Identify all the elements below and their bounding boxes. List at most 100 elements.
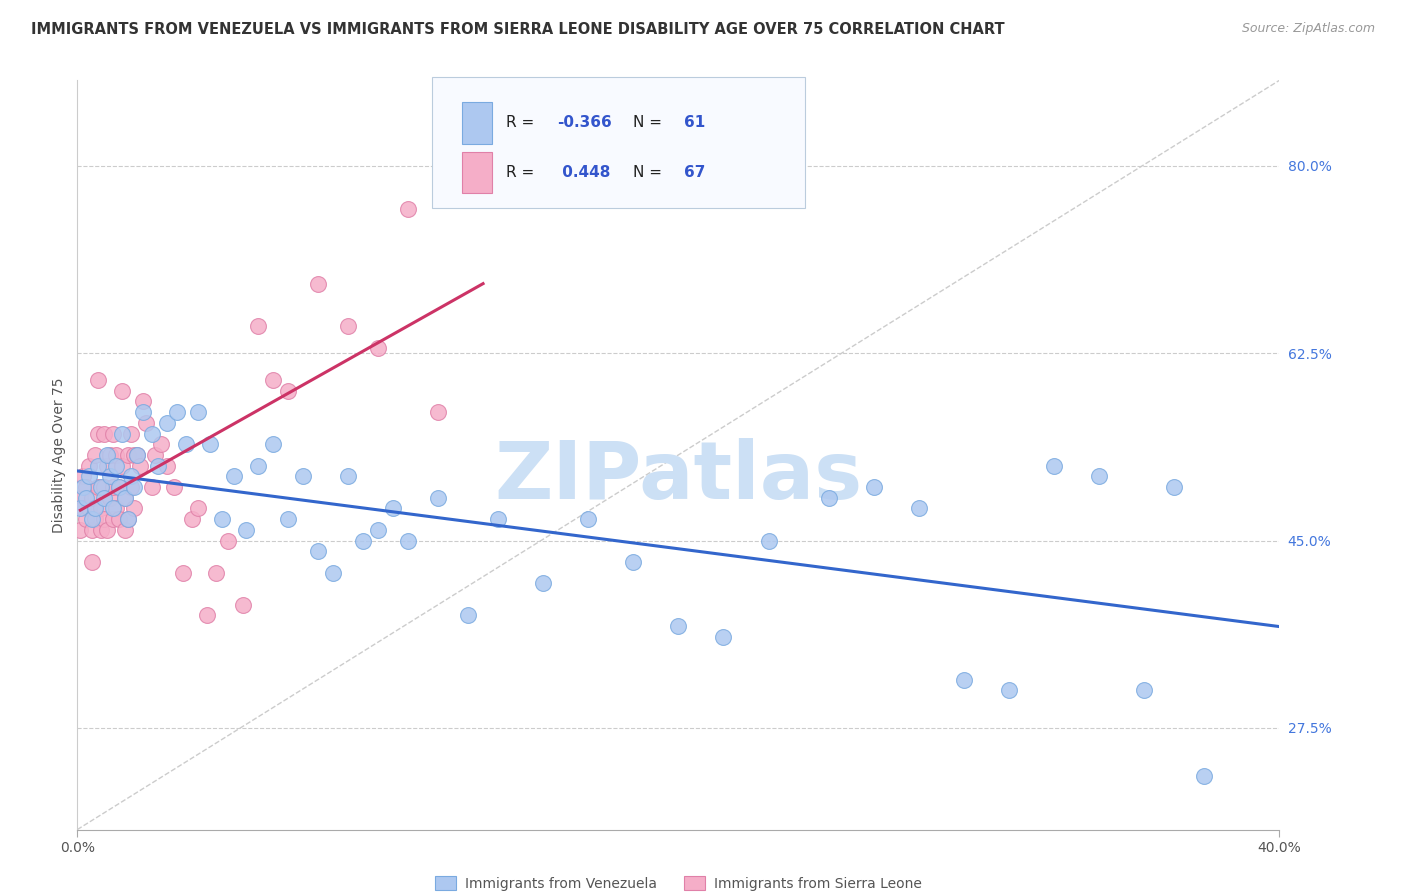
Point xyxy=(114,491,136,505)
Text: R =: R = xyxy=(506,115,540,130)
Point xyxy=(156,458,179,473)
Point xyxy=(120,480,142,494)
Point xyxy=(367,341,389,355)
Point xyxy=(103,512,125,526)
Point xyxy=(124,501,146,516)
Point xyxy=(87,458,110,473)
Point xyxy=(93,491,115,505)
Point xyxy=(82,491,104,505)
Point xyxy=(222,469,245,483)
Point xyxy=(211,512,233,526)
Point xyxy=(108,480,131,494)
Point xyxy=(1043,458,1066,473)
Y-axis label: Disability Age Over 75: Disability Age Over 75 xyxy=(52,377,66,533)
Point xyxy=(132,394,155,409)
Point xyxy=(174,437,197,451)
Point xyxy=(79,501,101,516)
Point xyxy=(127,448,149,462)
Point xyxy=(79,458,101,473)
Point xyxy=(84,448,107,462)
Point xyxy=(307,544,329,558)
Point xyxy=(132,405,155,419)
FancyBboxPatch shape xyxy=(432,77,804,208)
Point xyxy=(108,480,131,494)
Point xyxy=(105,448,128,462)
Point xyxy=(531,576,554,591)
Point xyxy=(186,501,209,516)
Point xyxy=(87,373,110,387)
Text: R =: R = xyxy=(506,165,544,180)
Point xyxy=(117,512,139,526)
Bar xyxy=(463,152,492,193)
Text: Source: ZipAtlas.com: Source: ZipAtlas.com xyxy=(1241,22,1375,36)
Point xyxy=(180,512,202,526)
Point xyxy=(457,608,479,623)
Point xyxy=(1088,469,1111,483)
Point xyxy=(111,458,134,473)
Point xyxy=(162,480,184,494)
Point xyxy=(186,405,209,419)
Point xyxy=(105,501,128,516)
Point xyxy=(277,384,299,398)
Point xyxy=(82,523,104,537)
Point xyxy=(166,405,188,419)
Point xyxy=(79,469,101,483)
Point xyxy=(124,480,146,494)
Text: N =: N = xyxy=(633,165,666,180)
Point xyxy=(277,512,299,526)
Point xyxy=(817,491,839,505)
Point xyxy=(96,448,118,462)
Point xyxy=(135,416,157,430)
Point xyxy=(576,512,599,526)
Point xyxy=(262,373,284,387)
Point xyxy=(262,437,284,451)
Point xyxy=(90,501,112,516)
Point xyxy=(998,683,1021,698)
Text: ZIPatlas: ZIPatlas xyxy=(495,438,862,516)
Point xyxy=(145,448,167,462)
Point xyxy=(668,619,690,633)
Point xyxy=(217,533,239,548)
Point xyxy=(105,458,128,473)
Text: N =: N = xyxy=(633,115,666,130)
Point xyxy=(198,437,221,451)
Point xyxy=(235,523,257,537)
Point xyxy=(141,480,163,494)
Point xyxy=(103,501,125,516)
Point xyxy=(381,501,404,516)
Point xyxy=(1163,480,1185,494)
Point xyxy=(75,512,97,526)
Bar xyxy=(463,103,492,144)
Point xyxy=(103,480,125,494)
Point xyxy=(69,491,91,505)
Point xyxy=(322,566,344,580)
Point xyxy=(90,523,112,537)
Point xyxy=(396,202,419,216)
Point xyxy=(120,426,142,441)
Point xyxy=(472,159,495,173)
Point xyxy=(87,426,110,441)
Point xyxy=(117,512,139,526)
Point xyxy=(156,416,179,430)
Point xyxy=(75,491,97,505)
Point xyxy=(621,555,644,569)
Point xyxy=(93,480,115,494)
Point xyxy=(100,469,122,483)
Point xyxy=(114,491,136,505)
Point xyxy=(100,491,122,505)
Point xyxy=(172,566,194,580)
Point xyxy=(84,501,107,516)
Point xyxy=(90,480,112,494)
Point xyxy=(1194,769,1216,783)
Point xyxy=(69,501,91,516)
Point xyxy=(84,512,107,526)
Point xyxy=(82,555,104,569)
Point xyxy=(204,566,226,580)
Point xyxy=(246,319,269,334)
Text: 61: 61 xyxy=(685,115,706,130)
Text: IMMIGRANTS FROM VENEZUELA VS IMMIGRANTS FROM SIERRA LEONE DISABILITY AGE OVER 75: IMMIGRANTS FROM VENEZUELA VS IMMIGRANTS … xyxy=(31,22,1004,37)
Point xyxy=(148,458,170,473)
Point xyxy=(72,469,94,483)
Text: 0.448: 0.448 xyxy=(557,165,610,180)
Text: -0.366: -0.366 xyxy=(557,115,612,130)
